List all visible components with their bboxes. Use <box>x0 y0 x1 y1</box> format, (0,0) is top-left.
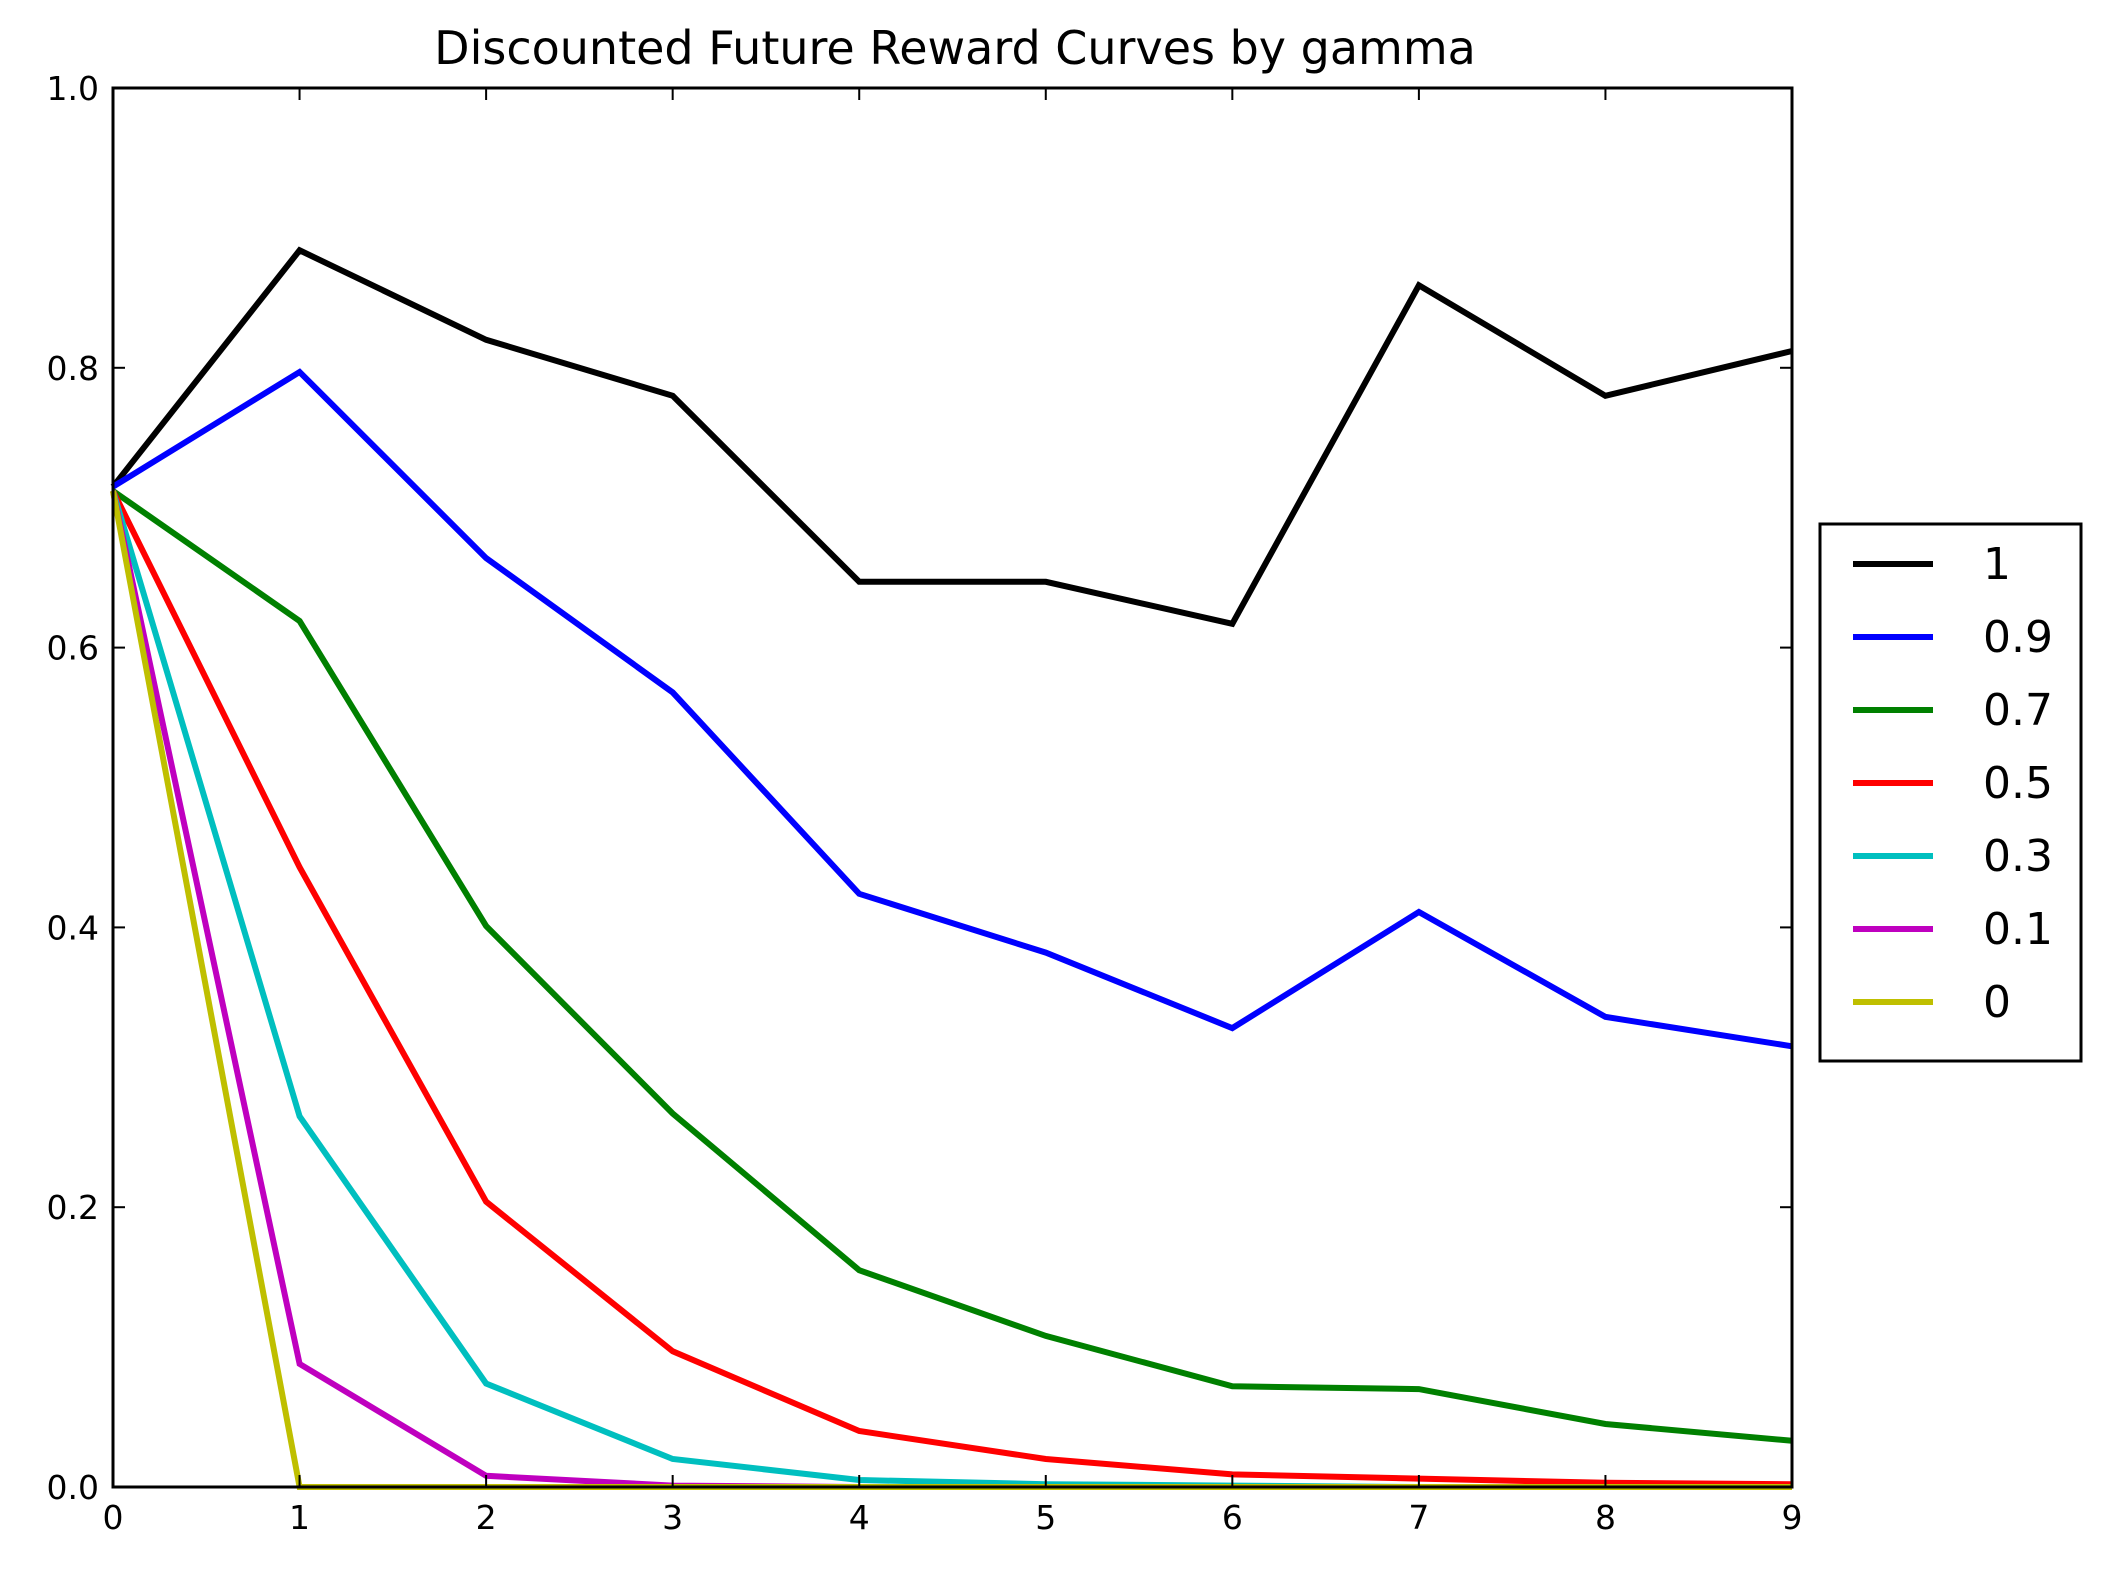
series-line-2 <box>111 488 1793 1444</box>
legend-label-5: 0.1 <box>1983 904 2053 955</box>
series-line-1 <box>111 368 1793 1050</box>
x-tick-label: 1 <box>289 1498 310 1537</box>
legend-label-1: 0.9 <box>1983 612 2053 663</box>
x-tick-label: 3 <box>662 1498 683 1537</box>
x-tick-label: 9 <box>1782 1498 1803 1537</box>
x-tick-label: 4 <box>849 1498 870 1537</box>
y-tick-label: 0.8 <box>47 349 99 388</box>
x-tick-label: 7 <box>1408 1498 1429 1537</box>
legend: 1 0.9 0.7 0.5 0.3 0.1 0 <box>1818 522 2083 1063</box>
y-tick-label: 0.4 <box>47 908 99 947</box>
legend-label-6: 0 <box>1983 977 2011 1028</box>
legend-label-2: 0.7 <box>1983 685 2053 736</box>
y-tick-label: 0.6 <box>47 629 99 668</box>
y-tick-label: 1.0 <box>47 69 99 108</box>
y-tick-label: 0.2 <box>47 1188 99 1227</box>
x-tick-label: 5 <box>1035 1498 1056 1537</box>
series-line-0 <box>110 246 1793 628</box>
legend-label-3: 0.5 <box>1983 758 2053 809</box>
x-tick-label: 2 <box>476 1498 497 1537</box>
series-line-3 <box>110 489 1793 1488</box>
chart-title: Discounted Future Reward Curves by gamma <box>434 21 1476 75</box>
legend-label-0: 1 <box>1983 539 2011 590</box>
x-tick-label: 8 <box>1595 1498 1616 1537</box>
ticks-layer: 0 1 2 3 4 5 6 7 8 9 0.0 0.2 0.4 0.6 0.8 1.0 <box>47 69 1803 1537</box>
plot-frame <box>111 86 1794 1489</box>
y-tick-label: 0.0 <box>47 1468 99 1507</box>
legend-label-4: 0.3 <box>1983 831 2053 882</box>
legend-box <box>1818 522 2083 1063</box>
x-tick-label: 0 <box>103 1498 124 1537</box>
x-tick-label: 6 <box>1222 1498 1243 1537</box>
